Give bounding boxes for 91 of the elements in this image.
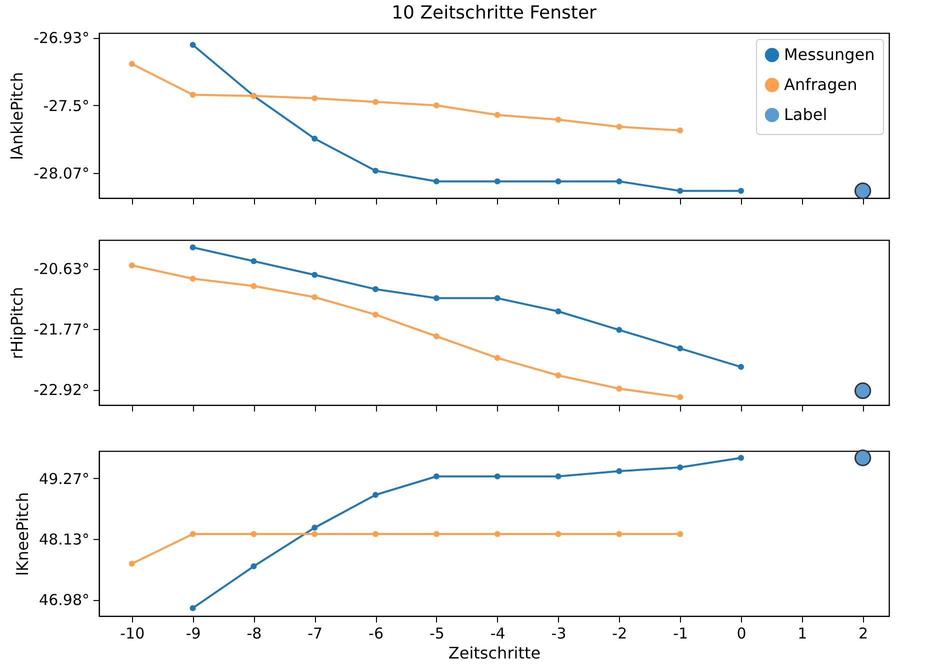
point	[372, 531, 379, 538]
point	[854, 450, 872, 466]
point	[616, 326, 622, 333]
point	[494, 531, 500, 538]
x-tick-label: -10	[120, 624, 145, 642]
x-tick-label: -2	[612, 624, 628, 642]
point	[738, 454, 744, 461]
x-tick-label: 2	[858, 624, 868, 642]
x-tick-label: 0	[736, 624, 746, 642]
point	[677, 464, 684, 470]
point	[372, 168, 379, 174]
point	[433, 102, 440, 108]
chart-title: 10 Zeitschritte Fenster	[392, 2, 598, 24]
point	[128, 262, 135, 268]
y-axis-title: lKneePitch	[13, 492, 32, 576]
point	[616, 178, 622, 184]
x-tick-label: -3	[551, 624, 566, 642]
y-tick-label: -20.63°	[34, 260, 90, 278]
point	[190, 244, 196, 250]
y-tick-label: -28.07°	[34, 164, 90, 183]
point	[555, 531, 562, 538]
point	[190, 605, 196, 612]
point	[494, 112, 500, 118]
point	[677, 188, 684, 194]
point	[312, 272, 318, 278]
point	[250, 563, 257, 570]
point	[372, 98, 379, 105]
legend-label: Messungen	[784, 45, 875, 64]
point	[190, 276, 196, 282]
point	[190, 92, 196, 98]
point	[555, 473, 562, 480]
point	[250, 258, 257, 264]
point	[250, 283, 257, 290]
x-tick-label: -7	[308, 624, 323, 642]
y-tick-label: -21.77°	[34, 320, 90, 338]
point	[555, 372, 562, 378]
y-axis-title: rHipPitch	[8, 286, 27, 360]
x-tick-label: -5	[429, 624, 444, 642]
point	[250, 531, 257, 538]
y-tick-label: -22.92°	[34, 381, 90, 400]
point	[372, 312, 379, 318]
y-tick-label: 49.27°	[39, 470, 90, 488]
point	[433, 473, 440, 480]
point	[555, 116, 562, 123]
x-axis-title: Zeitschritte	[448, 644, 541, 662]
point	[128, 60, 135, 67]
point	[555, 308, 562, 314]
point	[372, 492, 379, 498]
y-tick-label: -26.93°	[34, 29, 90, 48]
x-tick-label: -6	[368, 624, 384, 642]
legend-label: Label	[784, 105, 828, 124]
point	[494, 295, 500, 302]
point	[854, 382, 872, 400]
point	[494, 178, 500, 184]
point	[854, 182, 872, 200]
x-tick-label: -1	[673, 624, 688, 642]
y-tick-label: -27.5°	[43, 96, 90, 115]
point	[312, 294, 318, 300]
point	[433, 333, 440, 340]
point	[616, 124, 622, 130]
point	[616, 386, 622, 392]
point	[738, 364, 744, 370]
point	[372, 286, 379, 292]
x-tick-label: -9	[186, 624, 201, 642]
point	[312, 95, 318, 102]
point	[677, 531, 684, 538]
point	[433, 295, 440, 302]
point	[312, 136, 318, 142]
x-tick-label: -8	[246, 624, 262, 642]
point	[494, 473, 500, 480]
point	[677, 345, 684, 352]
point	[128, 560, 135, 567]
point	[677, 127, 684, 134]
x-tick-label: -4	[490, 624, 506, 642]
y-axis-title: lAnklePitch	[8, 72, 27, 160]
point	[555, 178, 562, 184]
point	[433, 531, 440, 538]
point	[190, 42, 196, 48]
point	[312, 524, 318, 531]
point	[494, 354, 500, 361]
point	[738, 188, 744, 194]
point	[616, 468, 622, 474]
point	[190, 531, 196, 538]
legend-label: Anfragen	[784, 75, 858, 94]
point	[677, 394, 684, 400]
y-tick-label: 48.13°	[39, 530, 90, 548]
point	[433, 178, 440, 184]
y-tick-label: 46.98°	[39, 591, 90, 610]
point	[312, 531, 318, 538]
x-tick-label: 1	[798, 624, 808, 642]
point	[616, 531, 622, 538]
